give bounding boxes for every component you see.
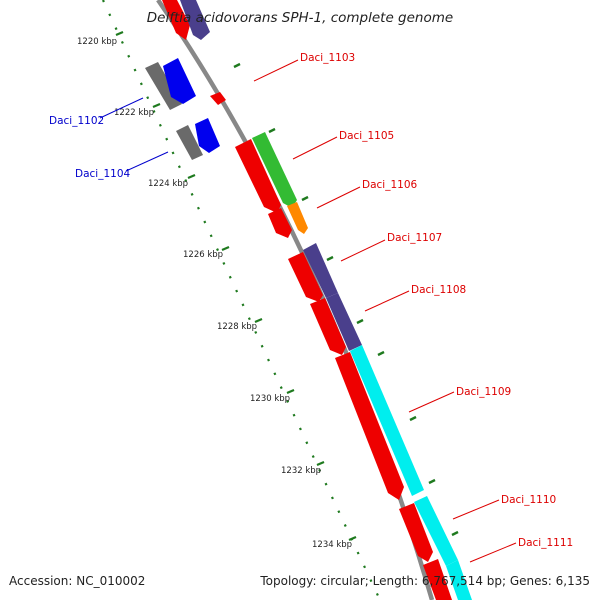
topology-value: Topology: circular; Length: 6,767,514 bp… [260,574,590,588]
leader-line-1103 [253,59,299,82]
border-tick [428,478,436,485]
map-title: Delftia acidovorans SPH-1, complete geno… [146,10,454,26]
ruler-label-ticks [115,30,357,542]
leader-line-1111 [469,542,517,563]
border-tick [409,415,417,422]
gene-label-daci-1102[interactable]: Daci_1102 [49,115,104,127]
ruler-label: 1230 kbp [250,394,290,404]
gene-purple-1107 [303,243,338,298]
gene-label-daci-1103[interactable]: Daci_1103 [300,52,355,64]
gene-label-daci-1107[interactable]: Daci_1107 [387,232,442,244]
leader-line-1106 [316,186,361,209]
leader-line-1107 [340,239,386,262]
accession-value: Accession: NC_010002 [9,574,146,588]
gene-gray-1104 [176,125,203,160]
border-tick [301,195,309,202]
accession-text: Accession: NC_010002 [9,574,145,588]
border-tick [356,318,364,325]
ruler-label: 1226 kbp [183,250,223,260]
gene-green-1105 [252,132,297,208]
gene-red-1103 [210,92,226,105]
gene-cyan-1111 [446,560,472,600]
label-leader-lines [99,59,517,563]
gene-labels: Daci_1102 Daci_1103 Daci_1104 Daci_1105 … [49,52,573,549]
ruler-label: 1234 kbp [312,540,352,550]
ruler-label: 1222 kbp [114,108,154,118]
gene-blue-1104 [195,118,220,153]
border-tick [268,127,276,134]
gene-red-1109 [335,352,404,500]
ruler-dotted-line [101,0,381,600]
genome-backbone [156,0,435,600]
ruler-label: 1224 kbp [148,179,188,189]
gene-label-daci-1105[interactable]: Daci_1105 [339,130,394,142]
gene-label-daci-1109[interactable]: Daci_1109 [456,386,511,398]
gene-red-1110 [399,503,433,562]
ruler-tick [286,388,295,395]
ruler-tick [115,30,124,37]
topology-text: Topology: circular; Length: 6,767,514 bp… [260,574,590,588]
ruler-label: 1220 kbp [77,37,117,47]
gene-purple-1108 [326,293,362,351]
gene-label-daci-1106[interactable]: Daci_1106 [362,179,418,191]
ruler-tick [254,317,263,324]
border-tick [377,350,385,357]
strand-border-ticks [233,62,459,537]
ruler-label: 1228 kbp [217,322,257,332]
gene-label-daci-1108[interactable]: Daci_1108 [411,284,466,296]
gene-label-daci-1111[interactable]: Daci_1111 [518,537,573,549]
ruler-tick [348,535,357,542]
leader-line-1110 [452,499,500,520]
leader-line-1108 [364,290,410,312]
gene-cyan-1110 [414,496,458,566]
gene-red-1108 [310,298,346,355]
gene-cyan-1109 [350,345,424,496]
leader-line-1104 [125,151,169,172]
gene-label-daci-1104[interactable]: Daci_1104 [75,168,131,180]
leader-line-1109 [408,391,455,413]
ruler-label: 1232 kbp [281,466,321,476]
gene-label-daci-1110[interactable]: Daci_1110 [501,494,556,506]
inner-plus-genes [162,0,452,600]
gene-red-1107 [288,252,323,302]
ruler-labels: 1220 kbp 1222 kbp 1224 kbp 1226 kbp 1228… [77,37,352,550]
leader-line-1105 [292,136,338,160]
gene-red-1111 [423,559,452,600]
gene-red-1105 [235,139,281,213]
gene-orange-1106 [287,202,308,234]
ruler-tick [221,245,230,252]
border-tick [326,255,334,262]
inner-minus-genes [163,58,220,153]
border-tick [451,530,459,537]
leader-line-1102 [99,97,144,119]
border-tick [233,62,241,69]
gene-red-1106 [268,208,292,238]
gene-blue-1102 [163,58,196,104]
ruler-tick [152,102,161,109]
outer-plus-genes [180,0,472,600]
ruler-tick [187,173,196,180]
gene-red-top [162,0,190,40]
gene-purple-top [180,0,210,40]
ruler-tick [316,460,325,467]
